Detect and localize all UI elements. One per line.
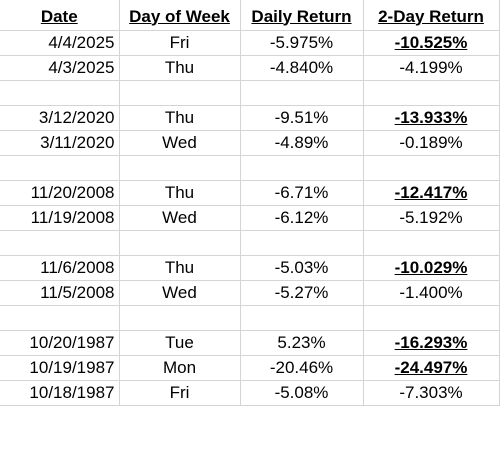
- two-day-return-cell[interactable]: -10.525%: [363, 30, 500, 56]
- day-of-week-cell[interactable]: Wed: [119, 280, 241, 306]
- empty-cell[interactable]: [240, 230, 364, 256]
- empty-cell[interactable]: [0, 305, 120, 331]
- table-row: 11/5/2008 Wed -5.27% -1.400%: [0, 280, 500, 306]
- two-day-return-cell[interactable]: -10.029%: [363, 255, 500, 281]
- empty-cell[interactable]: [119, 155, 241, 181]
- spacer-row: [0, 80, 500, 106]
- table-row: 10/20/1987 Tue 5.23% -16.293%: [0, 330, 500, 356]
- date-cell[interactable]: 11/6/2008: [0, 255, 120, 281]
- two-day-return-cell[interactable]: -16.293%: [363, 330, 500, 356]
- table-row: 4/3/2025 Thu -4.840% -4.199%: [0, 55, 500, 81]
- empty-cell[interactable]: [363, 305, 500, 331]
- spacer-row: [0, 155, 500, 181]
- day-of-week-cell[interactable]: Thu: [119, 105, 241, 131]
- daily-return-cell[interactable]: -4.89%: [240, 130, 364, 156]
- empty-cell[interactable]: [0, 80, 120, 106]
- date-cell[interactable]: 10/19/1987: [0, 355, 120, 381]
- header-row: Date Day of Week Daily Return 2-Day Retu…: [0, 0, 500, 31]
- day-of-week-cell[interactable]: Fri: [119, 380, 241, 406]
- date-cell[interactable]: 4/3/2025: [0, 55, 120, 81]
- empty-cell[interactable]: [119, 80, 241, 106]
- daily-return-cell[interactable]: -9.51%: [240, 105, 364, 131]
- day-of-week-cell[interactable]: Wed: [119, 205, 241, 231]
- empty-cell[interactable]: [240, 155, 364, 181]
- day-of-week-cell[interactable]: Thu: [119, 180, 241, 206]
- date-cell[interactable]: 3/11/2020: [0, 130, 120, 156]
- two-day-return-cell[interactable]: -0.189%: [363, 130, 500, 156]
- daily-return-cell[interactable]: -5.08%: [240, 380, 364, 406]
- table-row: 11/20/2008 Thu -6.71% -12.417%: [0, 180, 500, 206]
- two-day-return-cell[interactable]: -5.192%: [363, 205, 500, 231]
- empty-cell[interactable]: [119, 230, 241, 256]
- daily-return-cell[interactable]: -5.03%: [240, 255, 364, 281]
- day-of-week-cell[interactable]: Thu: [119, 255, 241, 281]
- empty-cell[interactable]: [0, 230, 120, 256]
- spacer-row: [0, 230, 500, 256]
- daily-return-cell[interactable]: -20.46%: [240, 355, 364, 381]
- daily-return-cell[interactable]: 5.23%: [240, 330, 364, 356]
- empty-cell[interactable]: [363, 80, 500, 106]
- empty-cell[interactable]: [240, 305, 364, 331]
- date-cell[interactable]: 3/12/2020: [0, 105, 120, 131]
- header-day-of-week[interactable]: Day of Week: [119, 0, 241, 31]
- two-day-return-cell[interactable]: -24.497%: [363, 355, 500, 381]
- daily-return-cell[interactable]: -6.12%: [240, 205, 364, 231]
- spacer-row: [0, 305, 500, 331]
- table-row: 10/18/1987 Fri -5.08% -7.303%: [0, 380, 500, 406]
- header-two-day-return[interactable]: 2-Day Return: [363, 0, 500, 31]
- date-cell[interactable]: 11/20/2008: [0, 180, 120, 206]
- two-day-return-cell[interactable]: -4.199%: [363, 55, 500, 81]
- empty-cell[interactable]: [363, 230, 500, 256]
- two-day-return-cell[interactable]: -12.417%: [363, 180, 500, 206]
- returns-table: Date Day of Week Daily Return 2-Day Retu…: [0, 0, 500, 406]
- day-of-week-cell[interactable]: Thu: [119, 55, 241, 81]
- daily-return-cell[interactable]: -5.27%: [240, 280, 364, 306]
- two-day-return-cell[interactable]: -1.400%: [363, 280, 500, 306]
- header-daily-return[interactable]: Daily Return: [240, 0, 364, 31]
- date-cell[interactable]: 11/19/2008: [0, 205, 120, 231]
- daily-return-cell[interactable]: -5.975%: [240, 30, 364, 56]
- empty-cell[interactable]: [0, 155, 120, 181]
- table-row: 11/19/2008 Wed -6.12% -5.192%: [0, 205, 500, 231]
- day-of-week-cell[interactable]: Fri: [119, 30, 241, 56]
- table-row: 11/6/2008 Thu -5.03% -10.029%: [0, 255, 500, 281]
- daily-return-cell[interactable]: -4.840%: [240, 55, 364, 81]
- date-cell[interactable]: 11/5/2008: [0, 280, 120, 306]
- header-date[interactable]: Date: [0, 0, 120, 31]
- two-day-return-cell[interactable]: -13.933%: [363, 105, 500, 131]
- day-of-week-cell[interactable]: Mon: [119, 355, 241, 381]
- table-row: 3/12/2020 Thu -9.51% -13.933%: [0, 105, 500, 131]
- empty-cell[interactable]: [119, 305, 241, 331]
- date-cell[interactable]: 10/20/1987: [0, 330, 120, 356]
- day-of-week-cell[interactable]: Tue: [119, 330, 241, 356]
- table-row: 10/19/1987 Mon -20.46% -24.497%: [0, 355, 500, 381]
- date-cell[interactable]: 4/4/2025: [0, 30, 120, 56]
- table-body: 4/4/2025 Fri -5.975% -10.525% 4/3/2025 Thu -4.…: [0, 30, 500, 406]
- table-row: 4/4/2025 Fri -5.975% -10.525%: [0, 30, 500, 56]
- empty-cell[interactable]: [240, 80, 364, 106]
- date-cell[interactable]: 10/18/1987: [0, 380, 120, 406]
- empty-cell[interactable]: [363, 155, 500, 181]
- two-day-return-cell[interactable]: -7.303%: [363, 380, 500, 406]
- day-of-week-cell[interactable]: Wed: [119, 130, 241, 156]
- table-row: 3/11/2020 Wed -4.89% -0.189%: [0, 130, 500, 156]
- daily-return-cell[interactable]: -6.71%: [240, 180, 364, 206]
